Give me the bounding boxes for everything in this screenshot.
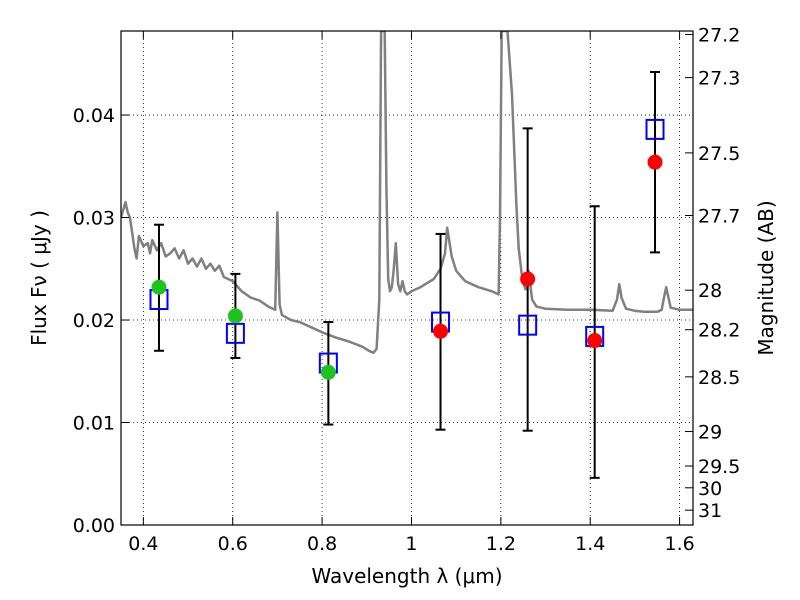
grid-lines xyxy=(121,31,693,525)
y-tick-label: 0.01 xyxy=(73,413,115,435)
observed-point xyxy=(647,154,663,170)
model-square xyxy=(225,322,245,344)
right-tick-label: 28.5 xyxy=(698,367,740,389)
x-tick-labels: 0.4 0.6 0.8 1 1.2 1.4 1.6 xyxy=(128,533,694,555)
right-tick-label: 27.5 xyxy=(698,143,740,165)
x-tick-label: 0.4 xyxy=(128,533,158,555)
right-tick-label: 29.5 xyxy=(698,456,740,478)
x-axis-label: Wavelength λ (μm) xyxy=(311,564,502,588)
y-tick-label: 0.04 xyxy=(73,105,115,127)
observed-point xyxy=(433,323,449,339)
right-tick-label: 27.3 xyxy=(698,68,740,90)
right-tick-label: 27.7 xyxy=(698,205,740,227)
x-tick-label: 1.6 xyxy=(664,533,694,555)
right-tick-label: 31 xyxy=(698,500,722,522)
y-axis-label: Flux Fν ( μJy ) xyxy=(27,210,51,346)
observed-point xyxy=(151,279,167,295)
observed-markers xyxy=(151,154,663,380)
x-tick-label: 0.6 xyxy=(218,533,248,555)
ticks xyxy=(121,31,693,526)
right-tick-label: 27.2 xyxy=(698,24,740,46)
y-tick-label: 0.00 xyxy=(73,515,115,537)
right-tick-label: 29 xyxy=(698,422,722,444)
sed-model-curve xyxy=(121,31,693,355)
x-tick-label: 0.8 xyxy=(307,533,337,555)
model-square xyxy=(645,118,665,140)
x-tick-label: 1.4 xyxy=(575,533,605,555)
right-tick-label: 28 xyxy=(698,280,722,302)
y-tick-label: 0.02 xyxy=(73,310,115,332)
plot-frame xyxy=(120,30,694,526)
y-tick-labels: 0.00 0.01 0.02 0.03 0.04 xyxy=(73,105,115,537)
observed-point xyxy=(520,271,536,287)
model-square xyxy=(518,314,538,336)
observed-point xyxy=(320,364,336,380)
right-tick-label: 30 xyxy=(698,478,722,500)
model-markers xyxy=(149,118,665,374)
sed-model-curve-group xyxy=(121,31,693,355)
x-tick-label: 1.2 xyxy=(486,533,516,555)
observed-point xyxy=(587,333,603,349)
right-tick-label: 28.2 xyxy=(698,320,740,342)
observed-point xyxy=(227,308,243,324)
right-axis-label: Magnitude (AB) xyxy=(754,200,778,355)
x-tick-label: 1 xyxy=(405,533,417,555)
y-tick-label: 0.03 xyxy=(73,208,115,230)
